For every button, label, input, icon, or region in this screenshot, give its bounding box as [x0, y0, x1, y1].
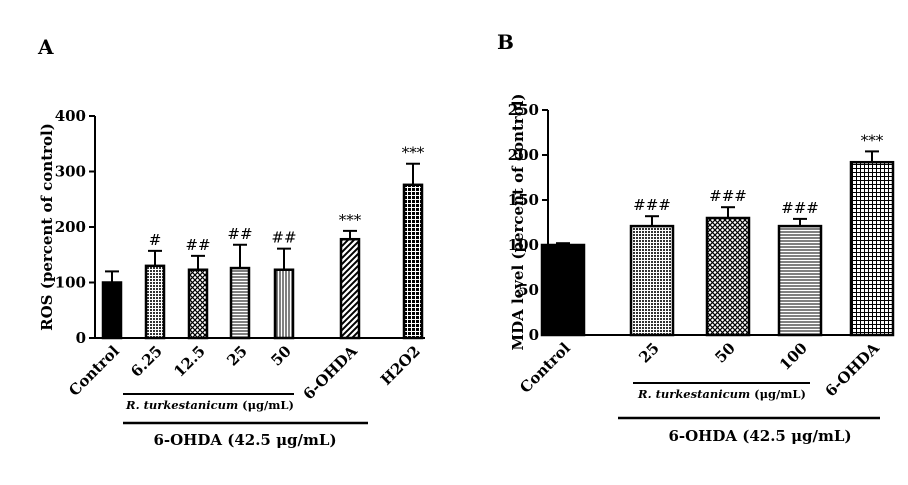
y-axis-title: ROS (percent of control)	[38, 123, 56, 331]
category-label: 6.25	[127, 342, 166, 381]
treatment-label: 6-OHDA (42.5 μg/mL)	[153, 431, 336, 449]
bar	[144, 264, 166, 340]
category-label: 50	[711, 339, 738, 366]
category-label: 6-OHDA	[300, 342, 361, 403]
y-axis-title: MDA level (percent of control)	[509, 93, 527, 350]
bar	[705, 216, 751, 337]
category-label: 25	[635, 339, 662, 366]
significance-label: ##	[185, 236, 210, 254]
significance-label: ###	[633, 196, 671, 214]
extract-dose-label: R. turkestanicum (μg/mL)	[125, 398, 294, 412]
significance-label: ###	[709, 187, 747, 205]
category-label: Control	[65, 342, 123, 400]
significance-label: ***	[861, 131, 884, 149]
significance-label: ###	[781, 199, 819, 217]
category-label: 6-OHDA	[822, 339, 883, 400]
bar	[402, 183, 424, 340]
category-label: 100	[776, 339, 811, 374]
panel-label: B	[497, 30, 514, 54]
bar	[629, 224, 675, 337]
bar	[540, 243, 586, 337]
y-tick-label: 250	[508, 101, 539, 119]
category-label: 12.5	[170, 342, 209, 381]
significance-label: #	[149, 231, 162, 249]
y-tick-label: 150	[508, 191, 539, 209]
panel-label: A	[37, 35, 54, 59]
y-tick-label: 100	[55, 274, 86, 292]
y-tick-label: 0	[529, 326, 539, 344]
bar	[187, 268, 209, 340]
category-label: H2O2	[377, 342, 424, 389]
y-tick-label: 0	[76, 329, 86, 347]
y-tick-label: 200	[55, 218, 86, 236]
category-label: 25	[223, 342, 250, 369]
y-tick-label: 50	[518, 281, 539, 299]
bar	[777, 224, 823, 337]
bar	[101, 281, 123, 340]
significance-label: ##	[227, 225, 252, 243]
bar	[273, 268, 295, 340]
extract-dose-label: R. turkestanicum (μg/mL)	[637, 387, 806, 401]
significance-label: ***	[402, 144, 425, 162]
category-label: 50	[267, 342, 294, 369]
y-tick-label: 300	[55, 163, 86, 181]
bar	[229, 266, 251, 340]
significance-label: ##	[271, 229, 296, 247]
significance-label: ***	[339, 211, 362, 229]
bar	[849, 160, 895, 337]
y-tick-label: 400	[55, 107, 86, 125]
y-tick-label: 100	[508, 236, 539, 254]
treatment-label: 6-OHDA (42.5 μg/mL)	[668, 427, 851, 445]
bar	[339, 237, 361, 340]
y-tick-label: 200	[508, 146, 539, 164]
